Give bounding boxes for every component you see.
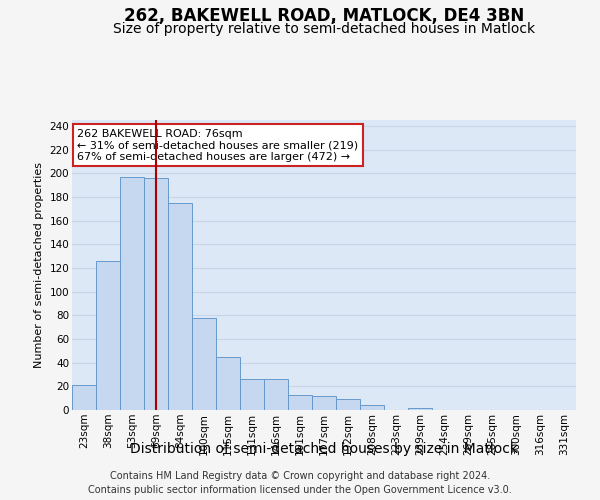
Bar [96, 261, 120, 410]
Bar [168, 203, 192, 410]
Bar [336, 400, 360, 410]
Text: Contains HM Land Registry data © Crown copyright and database right 2024.
Contai: Contains HM Land Registry data © Crown c… [88, 471, 512, 495]
Bar [264, 379, 288, 410]
Text: Distribution of semi-detached houses by size in Matlock: Distribution of semi-detached houses by … [130, 442, 518, 456]
Bar [288, 394, 312, 410]
Text: 262 BAKEWELL ROAD: 76sqm
← 31% of semi-detached houses are smaller (219)
67% of : 262 BAKEWELL ROAD: 76sqm ← 31% of semi-d… [77, 128, 358, 162]
Bar [144, 178, 168, 410]
Text: Size of property relative to semi-detached houses in Matlock: Size of property relative to semi-detach… [113, 22, 535, 36]
Bar [312, 396, 336, 410]
Bar [120, 177, 144, 410]
Bar [192, 318, 216, 410]
Text: 262, BAKEWELL ROAD, MATLOCK, DE4 3BN: 262, BAKEWELL ROAD, MATLOCK, DE4 3BN [124, 8, 524, 26]
Bar [408, 408, 432, 410]
Bar [360, 406, 384, 410]
Bar [240, 379, 264, 410]
Bar [216, 356, 240, 410]
Y-axis label: Number of semi-detached properties: Number of semi-detached properties [34, 162, 44, 368]
Bar [72, 385, 96, 410]
